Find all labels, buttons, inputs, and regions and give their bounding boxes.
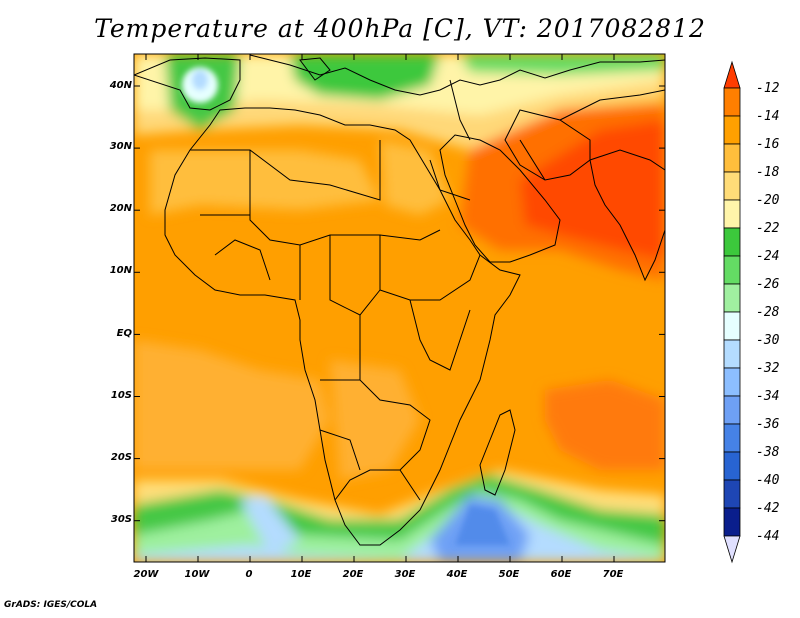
colorbar-segment bbox=[723, 199, 741, 229]
lon-label-70e: 70E bbox=[602, 569, 624, 580]
colorbar-label-m40: -40 bbox=[756, 473, 780, 488]
colorbar-segment bbox=[723, 507, 741, 537]
colorbar-under-arrow bbox=[723, 535, 741, 564]
lon-label-10e: 10E bbox=[290, 569, 312, 580]
lon-label-20w: 20W bbox=[133, 569, 159, 580]
lat-label-20s: 20S bbox=[110, 452, 132, 463]
colorbar-over-arrow bbox=[723, 60, 741, 89]
colorbar-segment bbox=[723, 479, 741, 509]
colorbar-label-m38: -38 bbox=[756, 445, 780, 460]
axis-ticks bbox=[134, 54, 665, 562]
colorbar-label-m22: -22 bbox=[756, 221, 780, 236]
colorbar-label-m12: -12 bbox=[756, 81, 780, 96]
temperature-field bbox=[134, 54, 665, 562]
colorbar bbox=[723, 60, 741, 564]
lon-label-50e: 50E bbox=[498, 569, 520, 580]
lat-label-10n: 10N bbox=[109, 265, 132, 276]
lon-label-20e: 20E bbox=[342, 569, 364, 580]
colorbar-segment bbox=[723, 171, 741, 201]
lat-label-40n: 40N bbox=[109, 80, 132, 91]
colorbar-segment bbox=[723, 227, 741, 257]
software-credit: GrADS: IGES/COLA bbox=[4, 600, 98, 610]
colorbar-label-m36: -36 bbox=[756, 417, 780, 432]
colorbar-label-m18: -18 bbox=[756, 165, 780, 180]
colorbar-segment bbox=[723, 451, 741, 481]
colorbar-label-m34: -34 bbox=[756, 389, 780, 404]
colorbar-label-m26: -26 bbox=[756, 277, 780, 292]
colorbar-label-m44: -44 bbox=[756, 529, 780, 544]
lat-label-10s: 10S bbox=[110, 390, 132, 401]
lon-label-10w: 10W bbox=[184, 569, 210, 580]
colorbar-label-m20: -20 bbox=[756, 193, 780, 208]
lat-label-30n: 30N bbox=[109, 141, 132, 152]
colorbar-label-m28: -28 bbox=[756, 305, 780, 320]
colorbar-segment bbox=[723, 395, 741, 425]
lon-label-60e: 60E bbox=[550, 569, 572, 580]
colorbar-label-m30: -30 bbox=[756, 333, 780, 348]
colorbar-label-m42: -42 bbox=[756, 501, 780, 516]
colorbar-segment bbox=[723, 311, 741, 341]
colorbar-segment bbox=[723, 423, 741, 453]
lat-label-20n: 20N bbox=[109, 203, 132, 214]
plot-frame bbox=[133, 53, 666, 563]
map-title: Temperature at 400hPa [C], VT: 201708281… bbox=[94, 14, 706, 43]
colorbar-label-m32: -32 bbox=[756, 361, 780, 376]
lon-label-40e: 40E bbox=[446, 569, 468, 580]
lat-label-eq: EQ bbox=[116, 328, 132, 339]
colorbar-label-m14: -14 bbox=[756, 109, 780, 124]
lon-label-30e: 30E bbox=[394, 569, 416, 580]
lon-label-0: 0 bbox=[245, 569, 253, 580]
coastlines bbox=[134, 54, 665, 546]
lat-label-30s: 30S bbox=[110, 514, 132, 525]
colorbar-segment bbox=[723, 87, 741, 117]
colorbar-label-m16: -16 bbox=[756, 137, 780, 152]
colorbar-segment bbox=[723, 115, 741, 145]
colorbar-segment bbox=[723, 143, 741, 173]
colorbar-segment bbox=[723, 367, 741, 397]
colorbar-segment bbox=[723, 339, 741, 369]
colorbar-label-m24: -24 bbox=[756, 249, 780, 264]
colorbar-segment bbox=[723, 255, 741, 285]
colorbar-segment bbox=[723, 283, 741, 313]
